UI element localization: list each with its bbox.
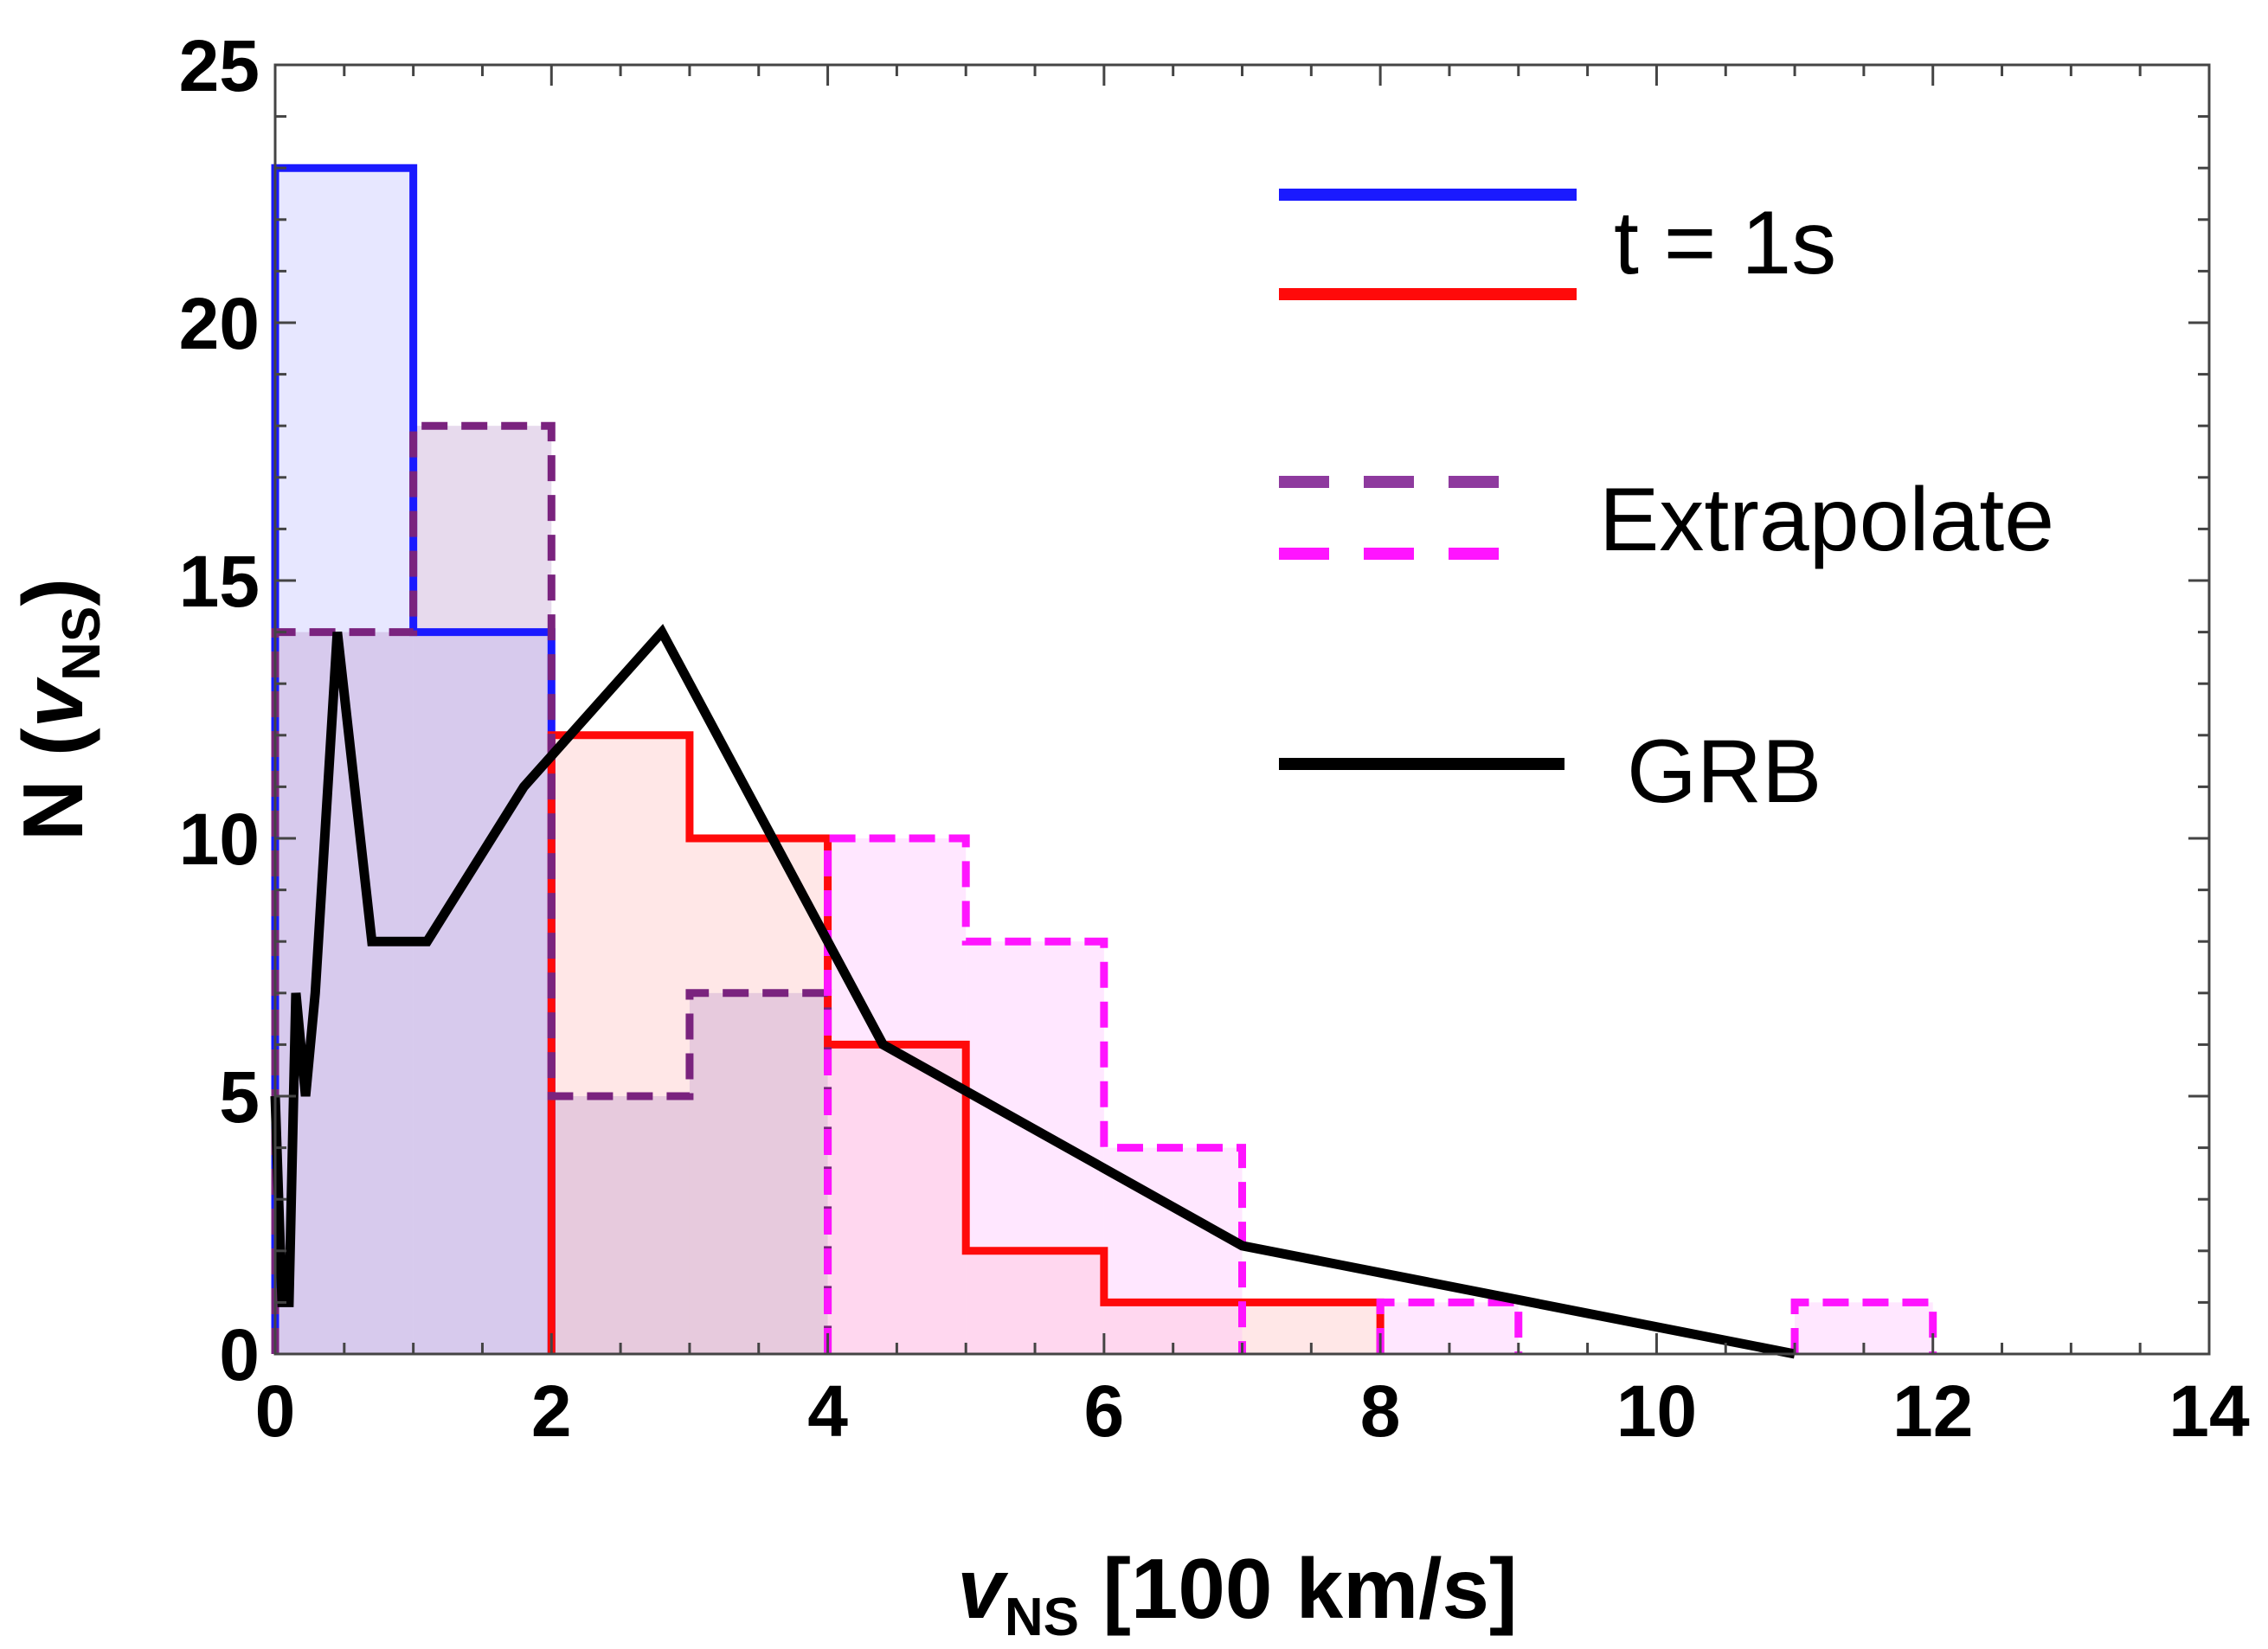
outline-extrapolate-magenta-4 <box>824 834 1246 1354</box>
x-tick-label-14: 14 <box>2168 1370 2250 1452</box>
x-tick-label-12: 12 <box>1892 1370 1973 1452</box>
bar-extrapolate-purple-3 <box>689 992 828 1354</box>
bar-t-1s-red-5 <box>966 1250 1104 1354</box>
x-axis-title-sub: NS <box>1005 1588 1079 1647</box>
grb-line-layer <box>270 624 1796 1359</box>
y-tick-label-0: 0 <box>219 1314 260 1396</box>
x-tick-label-6: 6 <box>1083 1370 1124 1452</box>
bar-extrapolate-purple-1 <box>413 426 552 1355</box>
legend-label-extrapolate: Extrapolate <box>1599 470 2054 570</box>
legend-label-grb: GRB <box>1627 722 1821 822</box>
legend-label-t1s: t = 1s <box>1614 193 1836 293</box>
x-axis-title: vNS [100 km/s] <box>957 1541 1517 1647</box>
bar-t-1s-red-4 <box>827 1044 967 1354</box>
y-tick-label-5: 5 <box>219 1056 260 1138</box>
x-tick-label-8: 8 <box>1360 1370 1401 1452</box>
x-tick-label-4: 4 <box>807 1370 848 1452</box>
axis-tick-labels: 0 2 4 6 8 10 12 14 0 5 10 15 20 25 <box>179 25 2250 1452</box>
y-axis-title-main: v <box>5 677 100 728</box>
y-axis-title-head: N ( <box>5 728 100 841</box>
x-tick-label-2: 2 <box>531 1370 572 1452</box>
axis-ticks <box>273 63 2211 1356</box>
bar-t-1s-red-2 <box>551 735 690 1354</box>
y-tick-label-25: 25 <box>179 25 260 106</box>
y-tick-label-10: 10 <box>179 799 260 880</box>
grb-line <box>270 624 1796 1359</box>
bar-extrapolate-magenta-5 <box>966 941 1104 1354</box>
y-axis-title-sub: NS <box>52 606 112 681</box>
bar-extrapolate-magenta-4 <box>827 838 967 1354</box>
bar-extrapolate-purple-2 <box>551 1096 690 1354</box>
x-axis-title-main: v <box>957 1541 1008 1636</box>
x-tick-label-0: 0 <box>255 1370 296 1452</box>
bar-t-1s-red-3 <box>689 838 828 1354</box>
bar-t-1s-blue-0 <box>275 168 414 1355</box>
y-axis-title: N (vNS) <box>5 578 112 841</box>
y-tick-label-20: 20 <box>179 283 260 364</box>
y-axis-title-tail: ) <box>5 578 100 606</box>
legend: t = 1s Extrapolate GRB <box>1279 189 2054 822</box>
y-tick-label-15: 15 <box>179 541 260 622</box>
outline-extrapolate-magenta-11 <box>1790 1298 1937 1354</box>
x-tick-label-10: 10 <box>1616 1370 1697 1452</box>
outline-extrapolate-magenta-8 <box>1376 1298 1523 1354</box>
x-axis-title-tail: [100 km/s] <box>1079 1541 1518 1636</box>
bar-t-1s-blue-1 <box>413 632 552 1354</box>
